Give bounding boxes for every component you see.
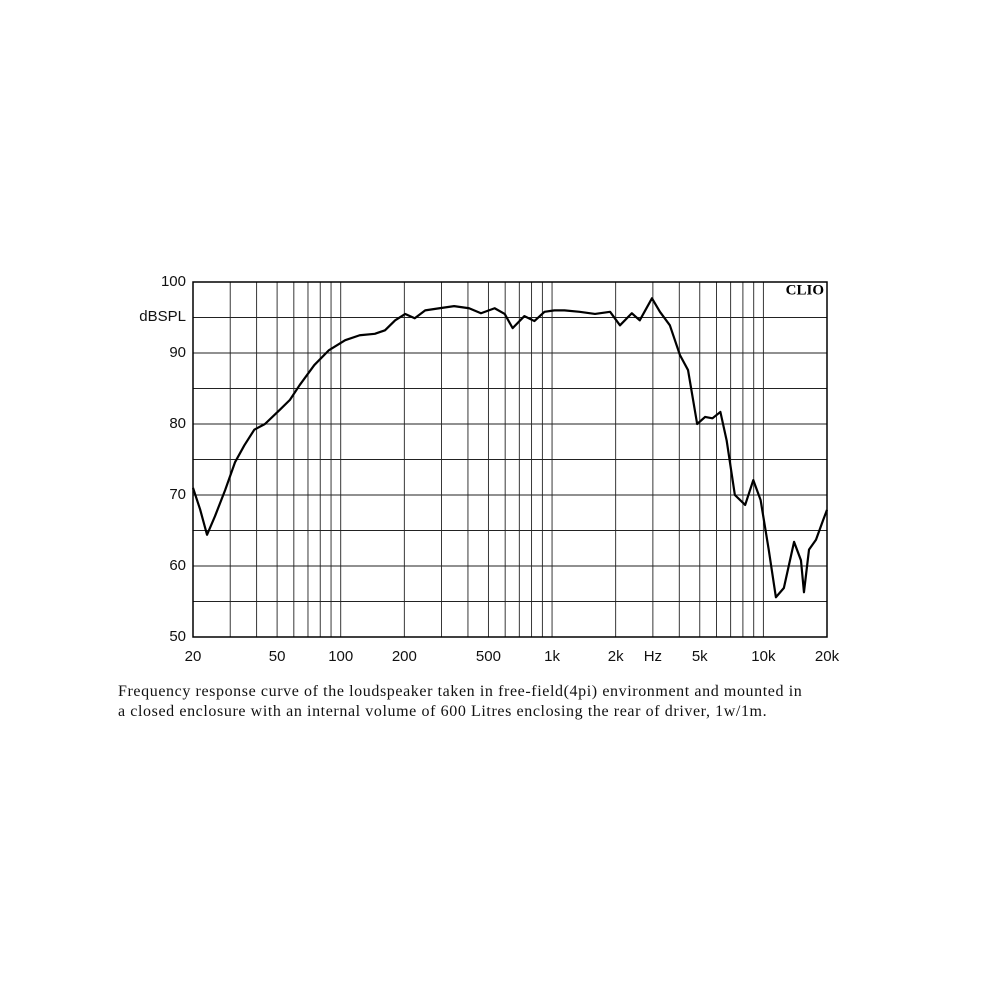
plot-frame: [192, 281, 828, 638]
x-tick-label: 100: [328, 648, 353, 665]
x-tick-label: 5k: [692, 648, 708, 665]
caption-line: a closed enclosure with an internal volu…: [118, 703, 767, 720]
y-tick-label: 50: [169, 628, 186, 645]
x-tick-label: 1k: [544, 648, 560, 665]
y-axis-label: dBSPL: [139, 308, 186, 325]
x-tick-label: 50: [269, 648, 286, 665]
x-tick-label: 10k: [751, 648, 776, 665]
y-tick-label: 70: [169, 486, 186, 503]
annotation: CLIO: [786, 282, 824, 298]
x-tick-label: Hz: [644, 648, 662, 665]
x-tick-label: 20k: [815, 648, 840, 665]
y-tick-label: 60: [169, 557, 186, 574]
y-tick-label: 80: [169, 415, 186, 432]
x-tick-label: 500: [476, 648, 501, 665]
x-tick-label: 20: [185, 648, 202, 665]
y-tick-label: 90: [169, 344, 186, 361]
x-tick-label: 200: [392, 648, 417, 665]
y-tick-label: 100: [161, 273, 186, 290]
caption-line: Frequency response curve of the loudspea…: [118, 683, 802, 700]
x-tick-label: 2k: [608, 648, 624, 665]
response-curve: [191, 297, 829, 599]
